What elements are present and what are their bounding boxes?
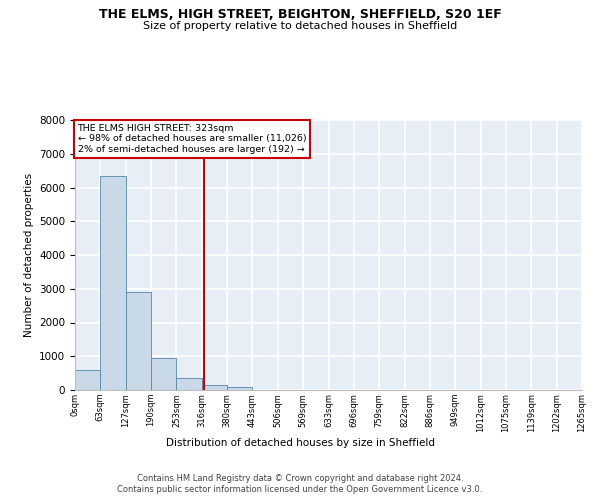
Y-axis label: Number of detached properties: Number of detached properties <box>23 173 34 337</box>
Text: THE ELMS HIGH STREET: 323sqm
← 98% of detached houses are smaller (11,026)
2% of: THE ELMS HIGH STREET: 323sqm ← 98% of de… <box>77 124 306 154</box>
Bar <box>227 388 253 390</box>
Bar <box>126 292 151 390</box>
Text: Distribution of detached houses by size in Sheffield: Distribution of detached houses by size … <box>166 438 434 448</box>
Bar <box>202 385 227 390</box>
Bar <box>75 370 100 390</box>
Bar <box>151 358 176 390</box>
Text: Contains HM Land Registry data © Crown copyright and database right 2024.: Contains HM Land Registry data © Crown c… <box>137 474 463 483</box>
Bar <box>100 176 126 390</box>
Text: THE ELMS, HIGH STREET, BEIGHTON, SHEFFIELD, S20 1EF: THE ELMS, HIGH STREET, BEIGHTON, SHEFFIE… <box>98 8 502 20</box>
Text: Size of property relative to detached houses in Sheffield: Size of property relative to detached ho… <box>143 21 457 31</box>
Text: Contains public sector information licensed under the Open Government Licence v3: Contains public sector information licen… <box>118 485 482 494</box>
Bar <box>176 378 202 390</box>
